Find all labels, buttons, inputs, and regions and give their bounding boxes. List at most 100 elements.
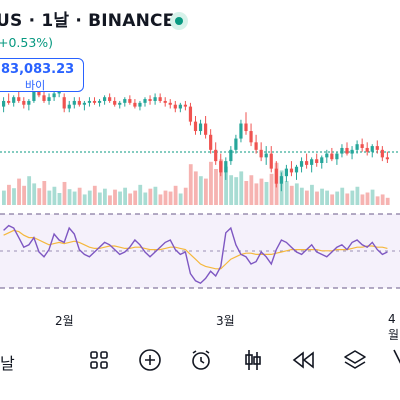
candle: [320, 155, 324, 169]
volume-bar: [224, 166, 228, 205]
candle: [305, 153, 309, 169]
candle: [254, 134, 258, 154]
volume-bar: [52, 186, 57, 205]
candle: [355, 140, 359, 154]
crosshair-price-tag[interactable]: 83,083.23 바이: [0, 58, 84, 92]
price-tag-value: 83,083.23: [1, 62, 75, 77]
volume-bar: [244, 181, 249, 205]
candle: [229, 146, 233, 165]
volume-bar: [22, 185, 26, 205]
volume-bar: [330, 194, 335, 205]
candle: [143, 97, 147, 107]
volume-bar: [133, 190, 138, 205]
candle: [204, 116, 208, 139]
candle: [42, 91, 46, 103]
candle: [113, 97, 117, 107]
candle: [310, 157, 314, 173]
volume-bar: [380, 194, 385, 205]
volume-bar: [229, 175, 234, 205]
alarm-clock-icon[interactable]: [188, 347, 214, 373]
replay-icon[interactable]: [291, 347, 317, 373]
volume-bar: [335, 191, 340, 205]
volume-bar: [82, 194, 87, 205]
candle: [350, 146, 354, 160]
candle: [103, 95, 107, 105]
candle: [370, 144, 374, 158]
volume-bar: [340, 187, 345, 205]
volume-bar: [7, 184, 11, 205]
volume-bar: [254, 183, 259, 205]
candles-icon[interactable]: [240, 347, 266, 373]
volume-bar: [118, 191, 122, 205]
symbol-title[interactable]: US · 1날 · BINANCE: [0, 11, 175, 31]
volume-bar: [47, 190, 52, 205]
volume-bar: [158, 194, 163, 205]
candle: [183, 100, 187, 111]
candle: [380, 146, 384, 162]
volume-bar: [183, 187, 188, 205]
candle: [325, 149, 329, 163]
volume-bar: [97, 192, 102, 205]
candle: [209, 129, 213, 154]
volume-bar: [148, 188, 153, 205]
candle: [47, 93, 51, 105]
volume-bar: [72, 191, 77, 205]
x-axis-label-feb: 2월: [55, 314, 74, 328]
candle: [269, 146, 273, 173]
candle: [123, 97, 127, 107]
volume-bar: [259, 178, 264, 205]
candle: [335, 151, 339, 165]
volume-bar: [289, 185, 294, 205]
volume-bar: [345, 193, 350, 205]
price-change: +0.53%): [0, 35, 54, 50]
candle: [67, 100, 71, 113]
volume-bar: [153, 186, 158, 205]
candle: [289, 161, 294, 177]
volume-bar: [12, 188, 16, 205]
candle: [92, 97, 97, 105]
candle: [188, 102, 193, 126]
candle: [214, 142, 218, 165]
volume-bar: [305, 190, 309, 205]
volume-bar: [173, 185, 178, 205]
interval-button[interactable]: 날: [0, 354, 15, 373]
candle: [219, 153, 223, 177]
volume-bar: [57, 193, 62, 205]
volume-bar: [249, 175, 254, 205]
volume-bar: [375, 196, 380, 205]
candle: [118, 100, 122, 109]
market-status-icon: [170, 12, 188, 30]
layers-icon[interactable]: [342, 347, 368, 373]
volume-bar: [320, 188, 324, 205]
candle: [274, 161, 278, 188]
candle: [360, 138, 364, 152]
candle: [264, 146, 268, 165]
x-axis-label-mar: 3월: [216, 314, 235, 328]
volume-bar: [27, 176, 32, 205]
candle: [163, 97, 167, 107]
candle: [365, 142, 369, 156]
grid-icon[interactable]: [86, 347, 112, 373]
volume-bar: [315, 191, 319, 205]
volume-bar: [138, 184, 143, 205]
volume-bar: [37, 188, 42, 205]
more-icon[interactable]: [386, 347, 400, 373]
volume-bar: [310, 184, 314, 205]
add-icon[interactable]: [137, 347, 163, 373]
volume-bar: [193, 171, 198, 205]
candlesticks: [2, 85, 389, 192]
volume-bar: [108, 195, 112, 205]
candle: [299, 157, 304, 173]
rsi-ma-line: [3, 229, 388, 270]
volume-bar: [355, 186, 360, 205]
volume-bar: [365, 192, 370, 205]
x-axis-label-apr: 4월: [388, 312, 400, 342]
volume-bar: [42, 181, 47, 205]
candle: [77, 97, 81, 107]
candle: [168, 99, 172, 109]
volume-bar: [294, 183, 299, 205]
volume-bar: [385, 197, 390, 205]
candle: [153, 93, 157, 105]
candle: [158, 93, 162, 103]
